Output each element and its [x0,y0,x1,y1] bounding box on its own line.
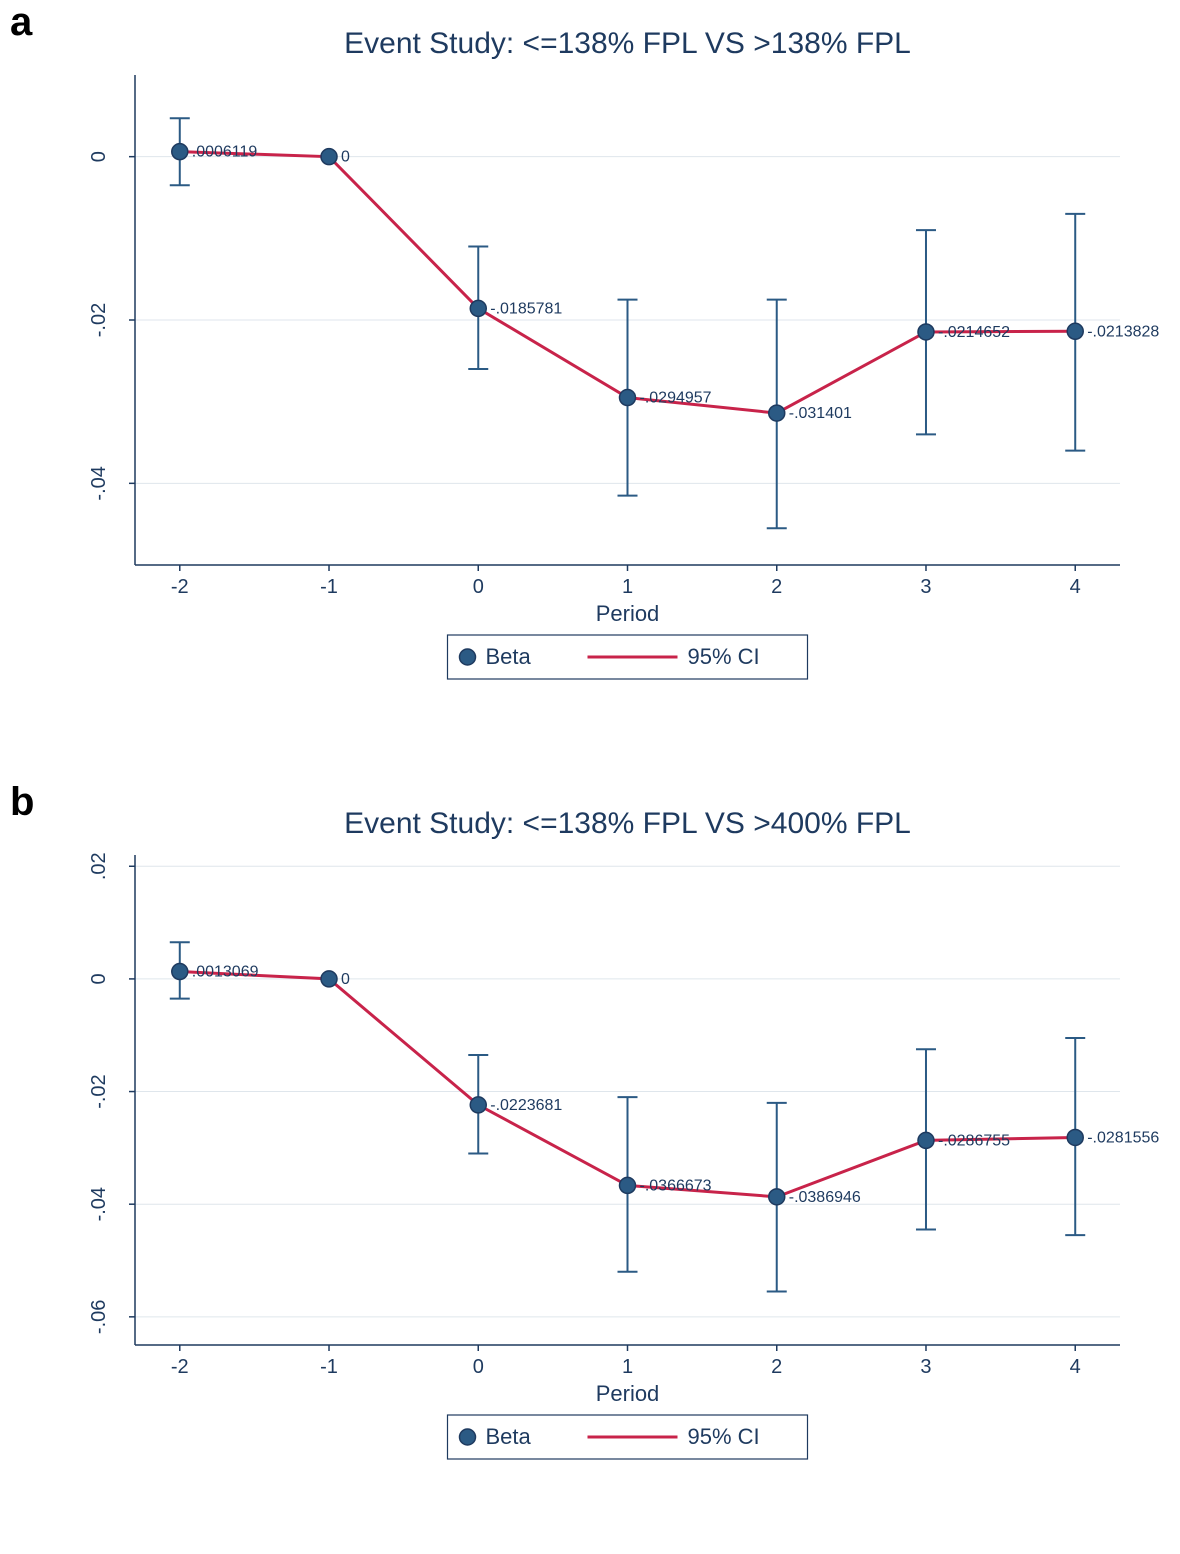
value-label: -.0366673 [640,1177,712,1194]
ytick-label: -.06 [88,1300,110,1334]
value-label: 0 [341,149,350,166]
data-marker [918,324,934,340]
value-label: .0006119 [192,144,258,161]
panel-label-a: a [10,0,32,45]
value-label: 0 [341,971,350,988]
xtick-label: 3 [920,1356,931,1378]
data-marker [769,405,785,421]
data-marker [620,1177,636,1193]
legend-label-beta: Beta [486,644,532,669]
panel-a: a -.04 -.02 0 -2 -1 0 1 2 3 4 Period Event Study: <=… [0,0,1180,740]
data-marker [172,964,188,980]
data-marker [321,149,337,165]
xtick-label: 4 [1070,576,1081,598]
value-label: -.0185781 [490,300,562,317]
ytick-label: -.04 [88,466,110,500]
chart-title: Event Study: <=138% FPL VS >138% FPL [344,27,911,60]
xtick-label: -1 [320,1356,338,1378]
value-label: -.0213828 [1087,323,1159,340]
chart-a: -.04 -.02 0 -2 -1 0 1 2 3 4 Period Event Study: <=1… [0,0,1180,740]
data-marker [321,971,337,987]
ytick-label: 0 [88,973,110,984]
x-axis-label: Period [596,601,660,626]
value-label: -.0214652 [938,324,1010,341]
xtick-label: 1 [622,576,633,598]
xtick-label: -2 [171,576,189,598]
ytick-label: .02 [88,852,110,880]
xtick-label: 0 [473,1356,484,1378]
legend-label-ci: 95% CI [688,644,760,669]
value-label: -.0223681 [490,1097,562,1114]
value-label: -.0286755 [938,1132,1010,1149]
ytick-label: -.02 [88,1074,110,1108]
data-marker [470,1097,486,1113]
data-marker [1067,1129,1083,1145]
data-marker [620,390,636,406]
legend-label-ci: 95% CI [688,1424,760,1449]
xtick-label: 0 [473,576,484,598]
xtick-label: 2 [771,576,782,598]
xtick-label: 3 [920,576,931,598]
x-axis-label: Period [596,1381,660,1406]
figure: a -.04 -.02 0 -2 -1 0 1 2 3 4 Period Event Study: <=… [0,0,1180,1554]
data-marker [172,144,188,160]
value-label: -.0281556 [1087,1129,1159,1146]
xtick-label: 4 [1070,1356,1081,1378]
chart-b: -.06 -.04 -.02 0 .02 -2 -1 0 1 2 3 4 Period Event Stu… [0,780,1180,1554]
value-label: -.031401 [789,405,852,422]
xtick-label: 1 [622,1356,633,1378]
data-marker [918,1132,934,1148]
value-label: -.0386946 [789,1189,861,1206]
chart-title: Event Study: <=138% FPL VS >400% FPL [344,807,911,840]
panel-label-b: b [10,780,34,825]
data-marker [470,300,486,316]
xtick-label: 2 [771,1356,782,1378]
panel-b: b -.06 -.04 -.02 0 .02 -2 -1 0 1 2 3 4 Period Event St… [0,780,1180,1554]
xtick-label: -2 [171,1356,189,1378]
xtick-label: -1 [320,576,338,598]
value-label: .0013069 [192,964,259,981]
legend-label-beta: Beta [486,1424,532,1449]
ytick-label: -.04 [88,1187,110,1221]
value-label: -.0294957 [640,390,712,407]
ytick-label: -.02 [88,303,110,337]
ytick-label: 0 [88,151,110,162]
data-marker [769,1189,785,1205]
data-marker [1067,323,1083,339]
